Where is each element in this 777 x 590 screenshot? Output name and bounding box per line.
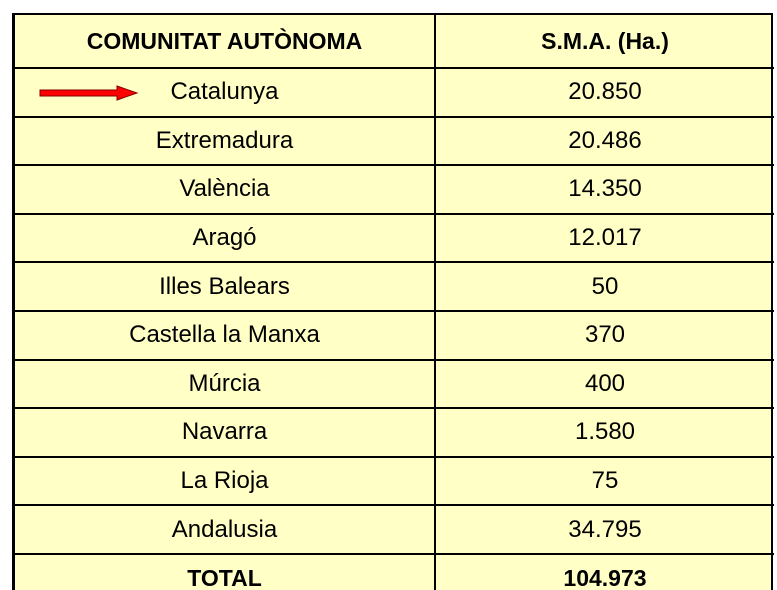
table-cell: Illes Balears: [15, 263, 436, 312]
footer-cell: TOTAL: [15, 555, 436, 590]
table-cell: València: [15, 166, 436, 215]
table-cell: 20.486: [436, 118, 774, 167]
table-cell: 370: [436, 312, 774, 361]
table-cell: Catalunya: [15, 69, 436, 118]
table: COMUNITAT AUTÒNOMA S.M.A. (Ha.) Catalunya 2…: [12, 13, 774, 590]
table-cell: Andalusia: [15, 506, 436, 555]
table-cell: Navarra: [15, 409, 436, 458]
table-cell: 50: [436, 263, 774, 312]
table-cell: Extremadura: [15, 117, 436, 167]
table-cell: Castella la Manxa: [15, 312, 436, 361]
table-cell: La Rioja: [15, 457, 436, 507]
table-cell: Múrcia: [15, 360, 436, 410]
footer-cell: 104.973: [436, 555, 774, 590]
table-cell: 20.850: [436, 69, 774, 118]
table-cell: 12.017: [436, 215, 774, 264]
table-cell: Aragó: [15, 214, 436, 264]
header-cell: S.M.A. (Ha.): [436, 15, 774, 69]
table-cell: 75: [436, 458, 774, 507]
table-cell: 14.350: [436, 166, 774, 215]
table-cell: 1.580: [436, 409, 774, 458]
table-cell: 34.795: [436, 506, 774, 555]
arrow-icon: [39, 85, 139, 101]
header-cell: COMUNITAT AUTÒNOMA: [15, 15, 436, 69]
table-cell: 400: [436, 361, 774, 410]
